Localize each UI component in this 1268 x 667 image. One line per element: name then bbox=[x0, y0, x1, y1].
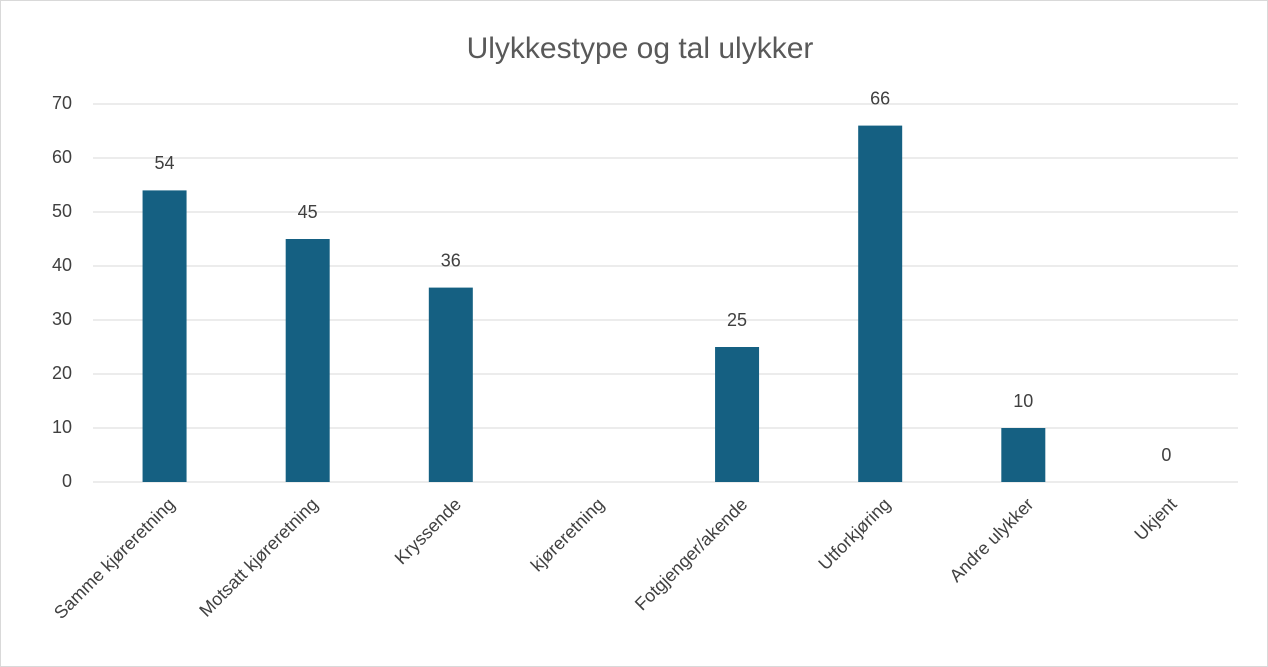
y-tick-label: 40 bbox=[52, 255, 72, 275]
y-tick-label: 30 bbox=[52, 309, 72, 329]
y-tick-label: 60 bbox=[52, 147, 72, 167]
y-tick-label: 10 bbox=[52, 417, 72, 437]
bar bbox=[1001, 428, 1046, 482]
y-tick-label: 20 bbox=[52, 363, 72, 383]
data-label: 0 bbox=[1161, 445, 1171, 465]
bar bbox=[428, 287, 473, 482]
y-tick-label: 0 bbox=[62, 471, 72, 491]
data-label: 36 bbox=[441, 250, 461, 270]
data-label: 25 bbox=[727, 310, 747, 330]
y-tick-label: 50 bbox=[52, 201, 72, 221]
bar bbox=[285, 239, 330, 482]
bar bbox=[715, 347, 760, 482]
data-label: 45 bbox=[298, 202, 318, 222]
y-tick-label: 70 bbox=[52, 93, 72, 113]
bar bbox=[858, 125, 903, 482]
chart-title: Ulykkestype og tal ulykker bbox=[467, 32, 814, 65]
data-label: 10 bbox=[1013, 391, 1033, 411]
bar bbox=[142, 190, 187, 482]
data-label: 66 bbox=[870, 88, 890, 108]
data-label: 54 bbox=[155, 153, 175, 173]
